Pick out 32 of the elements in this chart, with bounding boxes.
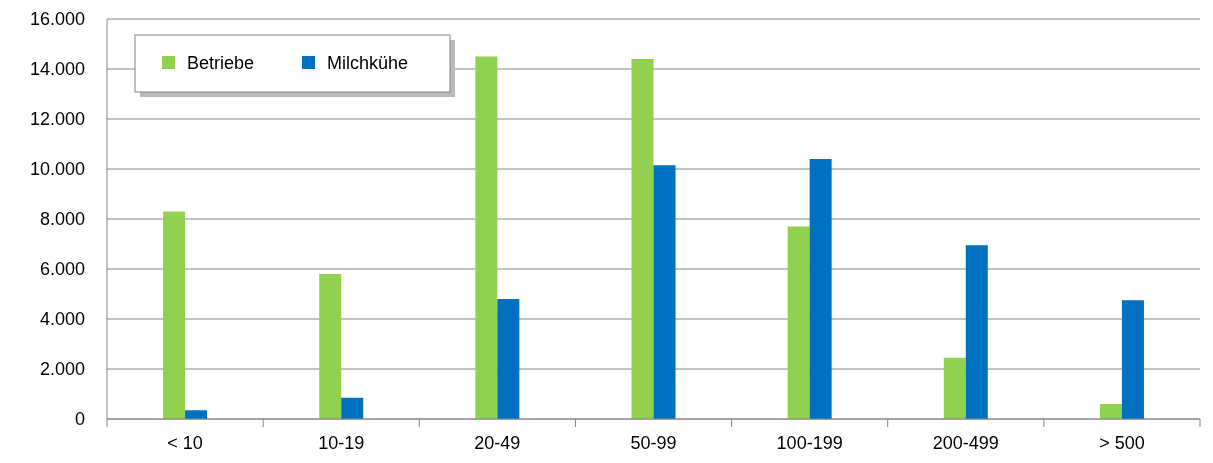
bar <box>965 245 988 419</box>
x-tick-label: < 10 <box>167 433 203 453</box>
bar <box>809 159 832 419</box>
x-tick-label: > 500 <box>1099 433 1145 453</box>
bar <box>943 357 966 419</box>
x-tick-label: 100-199 <box>776 433 843 453</box>
legend-label: Milchkühe <box>327 53 409 74</box>
bar <box>163 211 186 419</box>
bar <box>653 165 676 419</box>
bar <box>1099 404 1122 419</box>
bar <box>497 299 520 419</box>
bar <box>475 56 498 419</box>
y-tick-label: 8.000 <box>39 209 85 230</box>
y-tick-label: 16.000 <box>29 9 85 30</box>
y-tick-label: 14.000 <box>29 59 85 80</box>
y-tick-label: 4.000 <box>39 309 85 330</box>
x-tick-label: 200-499 <box>932 433 999 453</box>
x-tick-label: 10-19 <box>318 433 365 453</box>
y-tick-label: 12.000 <box>29 109 85 130</box>
bar <box>341 397 364 419</box>
bar <box>631 59 654 419</box>
bar <box>185 410 208 419</box>
y-tick-label: 10.000 <box>29 159 85 180</box>
bar <box>319 274 342 419</box>
y-tick-label: 0 <box>74 409 85 430</box>
x-tick-label: 20-49 <box>474 433 521 453</box>
bar <box>787 226 810 419</box>
legend-label: Betriebe <box>187 53 255 74</box>
x-tick-label: 50-99 <box>630 433 677 453</box>
bar <box>1121 300 1144 419</box>
y-tick-label: 6.000 <box>39 259 85 280</box>
y-tick-label: 2.000 <box>39 359 85 380</box>
